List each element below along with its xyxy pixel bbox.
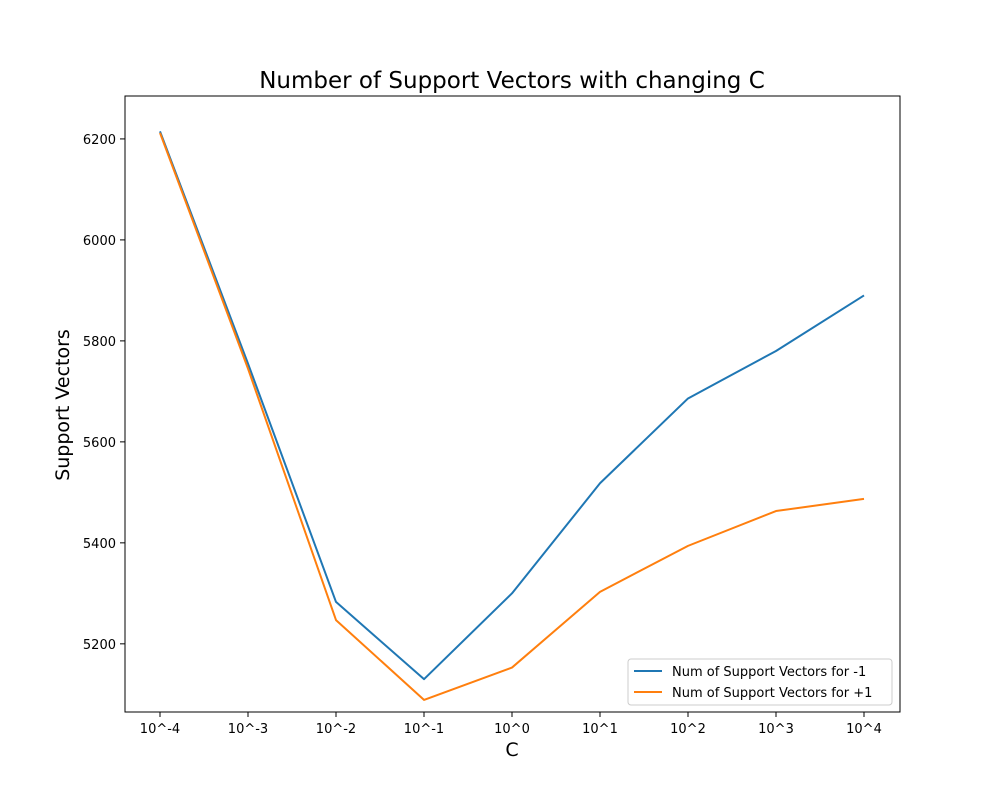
y-tick-label: 5600 [83,436,116,451]
series-line-1 [159,130,865,681]
x-tick-label: 10^-2 [316,722,356,737]
x-axis-label: C [505,739,518,761]
axes: 10^-4 10^-3 10^-2 10^-1 10^0 10^1 10^2 10^3 10^4… [83,95,901,737]
y-tick-label: 5200 [83,638,116,653]
legend-label-1: Num of Support Vectors for -1 [672,665,866,680]
legend-box [627,658,893,706]
x-tick-label: 10^2 [670,722,706,737]
x-tick-label: 10^0 [494,722,530,737]
x-tick-label: 10^1 [582,722,618,737]
chart-title: Number of Support Vectors with changing … [259,68,765,94]
x-tick-label: 10^-3 [228,722,268,737]
y-tick-label: 5400 [83,537,116,552]
plot-area [159,130,865,701]
y-tick-label: 6200 [83,133,116,148]
legend-label-2: Num of Support Vectors for +1 [672,686,872,701]
x-tick-label: 10^3 [758,722,794,737]
x-tick-label: 10^-4 [140,722,180,737]
x-tick-label: 10^-1 [404,722,444,737]
series-line-2 [159,132,865,701]
legend: Num of Support Vectors for -1 Num of Supp… [627,658,893,706]
y-tick-label: 5800 [83,335,116,350]
y-axis-label: Support Vectors [52,329,74,481]
x-tick-label: 10^4 [846,722,882,737]
y-tick-label: 6000 [83,234,116,249]
